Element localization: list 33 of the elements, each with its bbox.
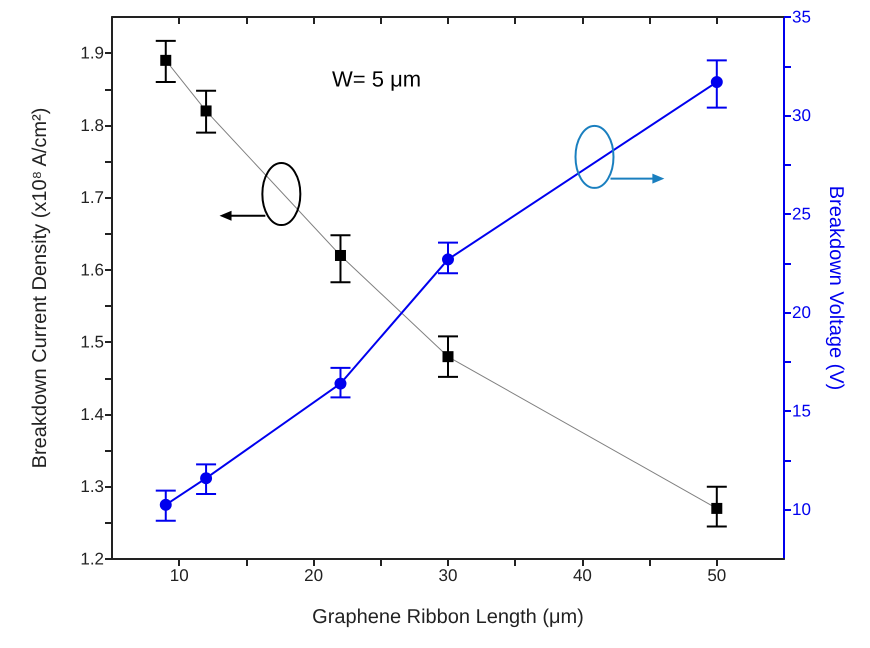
y-tick-label: 1.8 — [80, 116, 104, 135]
y2-tick-label: 35 — [792, 8, 811, 26]
y2-tick-label: 30 — [792, 106, 811, 126]
y2-tick-label: 20 — [792, 303, 811, 322]
point — [334, 378, 346, 390]
y-tick-label: 1.7 — [80, 188, 104, 208]
point — [200, 472, 212, 484]
y2-tick-label: 10 — [792, 500, 811, 520]
y-tick-label: 1.3 — [80, 477, 104, 496]
y2-tick-label: 25 — [792, 204, 811, 224]
x-tick-label: 40 — [572, 566, 592, 585]
y-tick-label: 1.9 — [80, 44, 104, 63]
y-tick-label: 1.4 — [80, 404, 104, 424]
y-axis-title: Breakdown Current Density (x10⁸ A/cm²) — [29, 108, 51, 468]
point — [442, 351, 454, 362]
y-tick-label: 1.5 — [80, 332, 104, 352]
x-tick-label: 20 — [304, 566, 324, 585]
y2-axis-title: Breakdown Voltage (V) — [825, 186, 847, 390]
point — [160, 54, 172, 66]
y2-tick-label: 15 — [792, 402, 811, 421]
y-tick-label: 1.6 — [80, 260, 104, 280]
point — [710, 76, 723, 88]
annotation: W= 5 μm — [332, 66, 422, 92]
point — [442, 253, 454, 266]
x-tick-label: 50 — [707, 566, 726, 585]
point — [160, 498, 172, 511]
x-tick-label: 10 — [170, 566, 189, 585]
x-axis-title: Graphene Ribbon Length (μm) — [312, 606, 584, 628]
point — [334, 250, 346, 261]
x-tick-label: 30 — [438, 566, 458, 585]
point — [200, 105, 212, 116]
y-tick-label: 1.2 — [80, 550, 104, 568]
point — [711, 502, 722, 514]
